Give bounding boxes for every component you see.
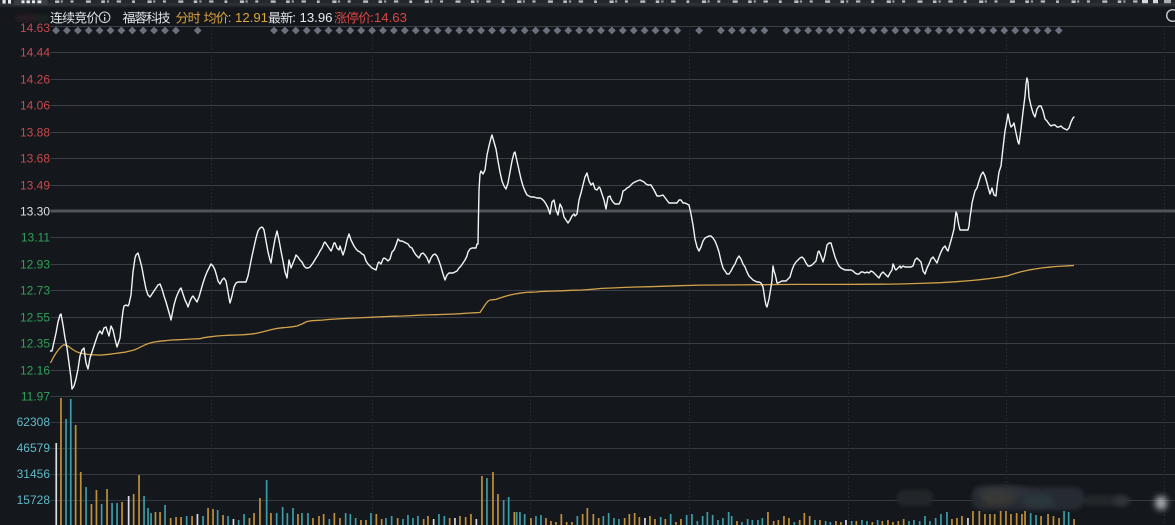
svg-text:13.88: 13.88 [20,126,50,140]
svg-text:13.11: 13.11 [21,231,50,245]
svg-text:14.44: 14.44 [20,46,50,60]
svg-text:: 12.91: : 12.91 [228,10,268,25]
svg-text:12.16: 12.16 [20,364,50,378]
svg-text:15728: 15728 [17,493,51,507]
svg-text:13.68: 13.68 [20,152,50,166]
svg-text:14.06: 14.06 [20,99,50,113]
svg-text:11.97: 11.97 [21,390,50,404]
svg-text:14.63: 14.63 [20,21,50,35]
svg-text:12.35: 12.35 [20,337,50,351]
svg-text:: 13.96: : 13.96 [292,10,332,25]
svg-text:12.93: 12.93 [20,258,50,272]
svg-text:13.30: 13.30 [20,205,50,219]
svg-text:12.73: 12.73 [20,284,50,298]
svg-text:13.49: 13.49 [20,179,50,193]
svg-text:62308: 62308 [17,415,51,429]
svg-text:46579: 46579 [17,441,51,455]
svg-text::14.63: :14.63 [370,10,407,25]
svg-text:12.55: 12.55 [20,311,50,325]
svg-text:31456: 31456 [17,467,51,481]
svg-text:14.26: 14.26 [20,73,50,87]
